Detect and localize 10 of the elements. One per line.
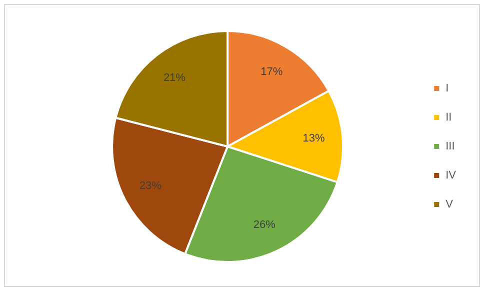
legend-label: II [446,112,452,124]
data-label: 17% [260,66,283,78]
data-label: 21% [163,72,186,84]
legend-label: I [446,82,449,95]
legend-label: V [446,198,454,211]
legend-label: IV [446,170,457,182]
legend-label: III [446,140,455,153]
data-label: 13% [302,132,326,144]
data-label: 26% [253,218,276,231]
data-label: 23% [139,180,162,192]
